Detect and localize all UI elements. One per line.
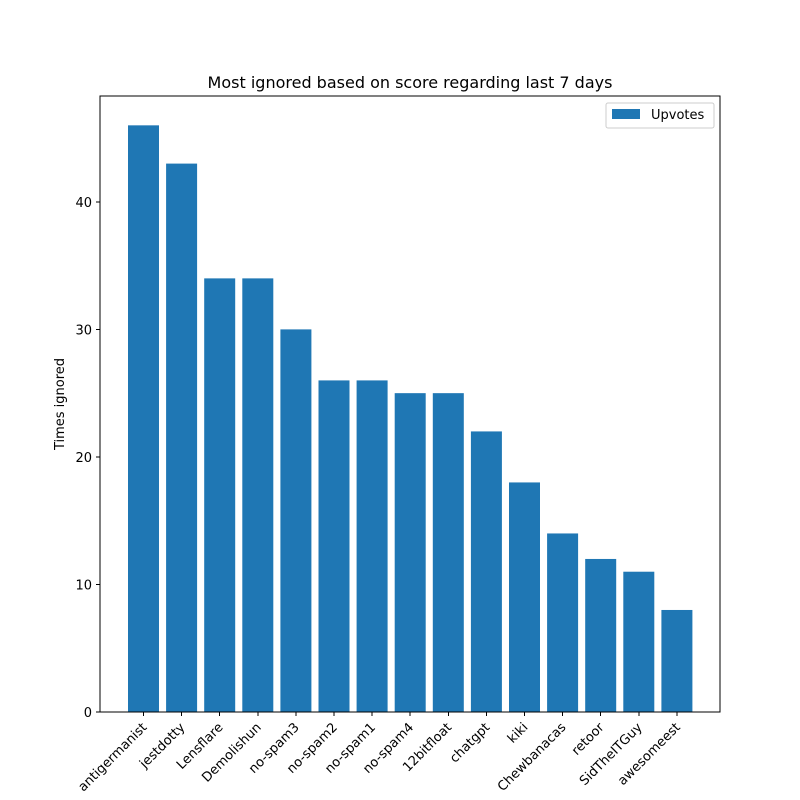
plot-area: 0 10 20 30 40 antigermanistjestdottyLensflar…: [75, 95, 721, 795]
bar-sidtheitguy: [623, 571, 655, 712]
y-tick-label: 20: [75, 451, 92, 466]
y-axis: 0 10 20 30 40: [75, 196, 100, 721]
x-tick-label: kiki: [505, 720, 531, 746]
bar-jestdotty: [166, 163, 198, 712]
legend: Upvotes: [605, 102, 715, 129]
bar-no-spam1: [356, 380, 388, 712]
bar-chatgpt: [470, 431, 502, 712]
bar-no-spam3: [280, 329, 312, 712]
bar-antigermanist: [128, 125, 159, 713]
bars-group: [128, 125, 693, 713]
legend-swatch: [612, 109, 640, 119]
y-tick-label: 10: [75, 578, 92, 593]
bar-kiki: [509, 482, 540, 712]
x-axis: antigermanistjestdottyLensflareDemolishu…: [76, 712, 684, 795]
chart-title: Most ignored based on score regarding la…: [208, 73, 613, 92]
bar-lensflare: [204, 278, 236, 712]
y-tick-label: 30: [75, 323, 92, 338]
y-tick-label: 40: [75, 196, 92, 211]
bar-no-spam2: [318, 380, 350, 712]
bar-12bitfloat: [432, 393, 464, 712]
plot-frame: [99, 95, 721, 713]
bar-chewbanacas: [547, 533, 579, 712]
bar-no-spam4: [394, 393, 426, 712]
bar-retoor: [585, 558, 617, 712]
x-tick-label: Chewbanacas: [495, 720, 570, 795]
bar-awesomeest: [661, 609, 693, 712]
y-axis-title: Times ignored: [53, 358, 68, 451]
x-tick-label: chatgpt: [447, 720, 493, 766]
y-tick-label: 0: [84, 706, 92, 721]
bar-demolishun: [242, 278, 274, 712]
legend-label: Upvotes: [651, 108, 705, 123]
